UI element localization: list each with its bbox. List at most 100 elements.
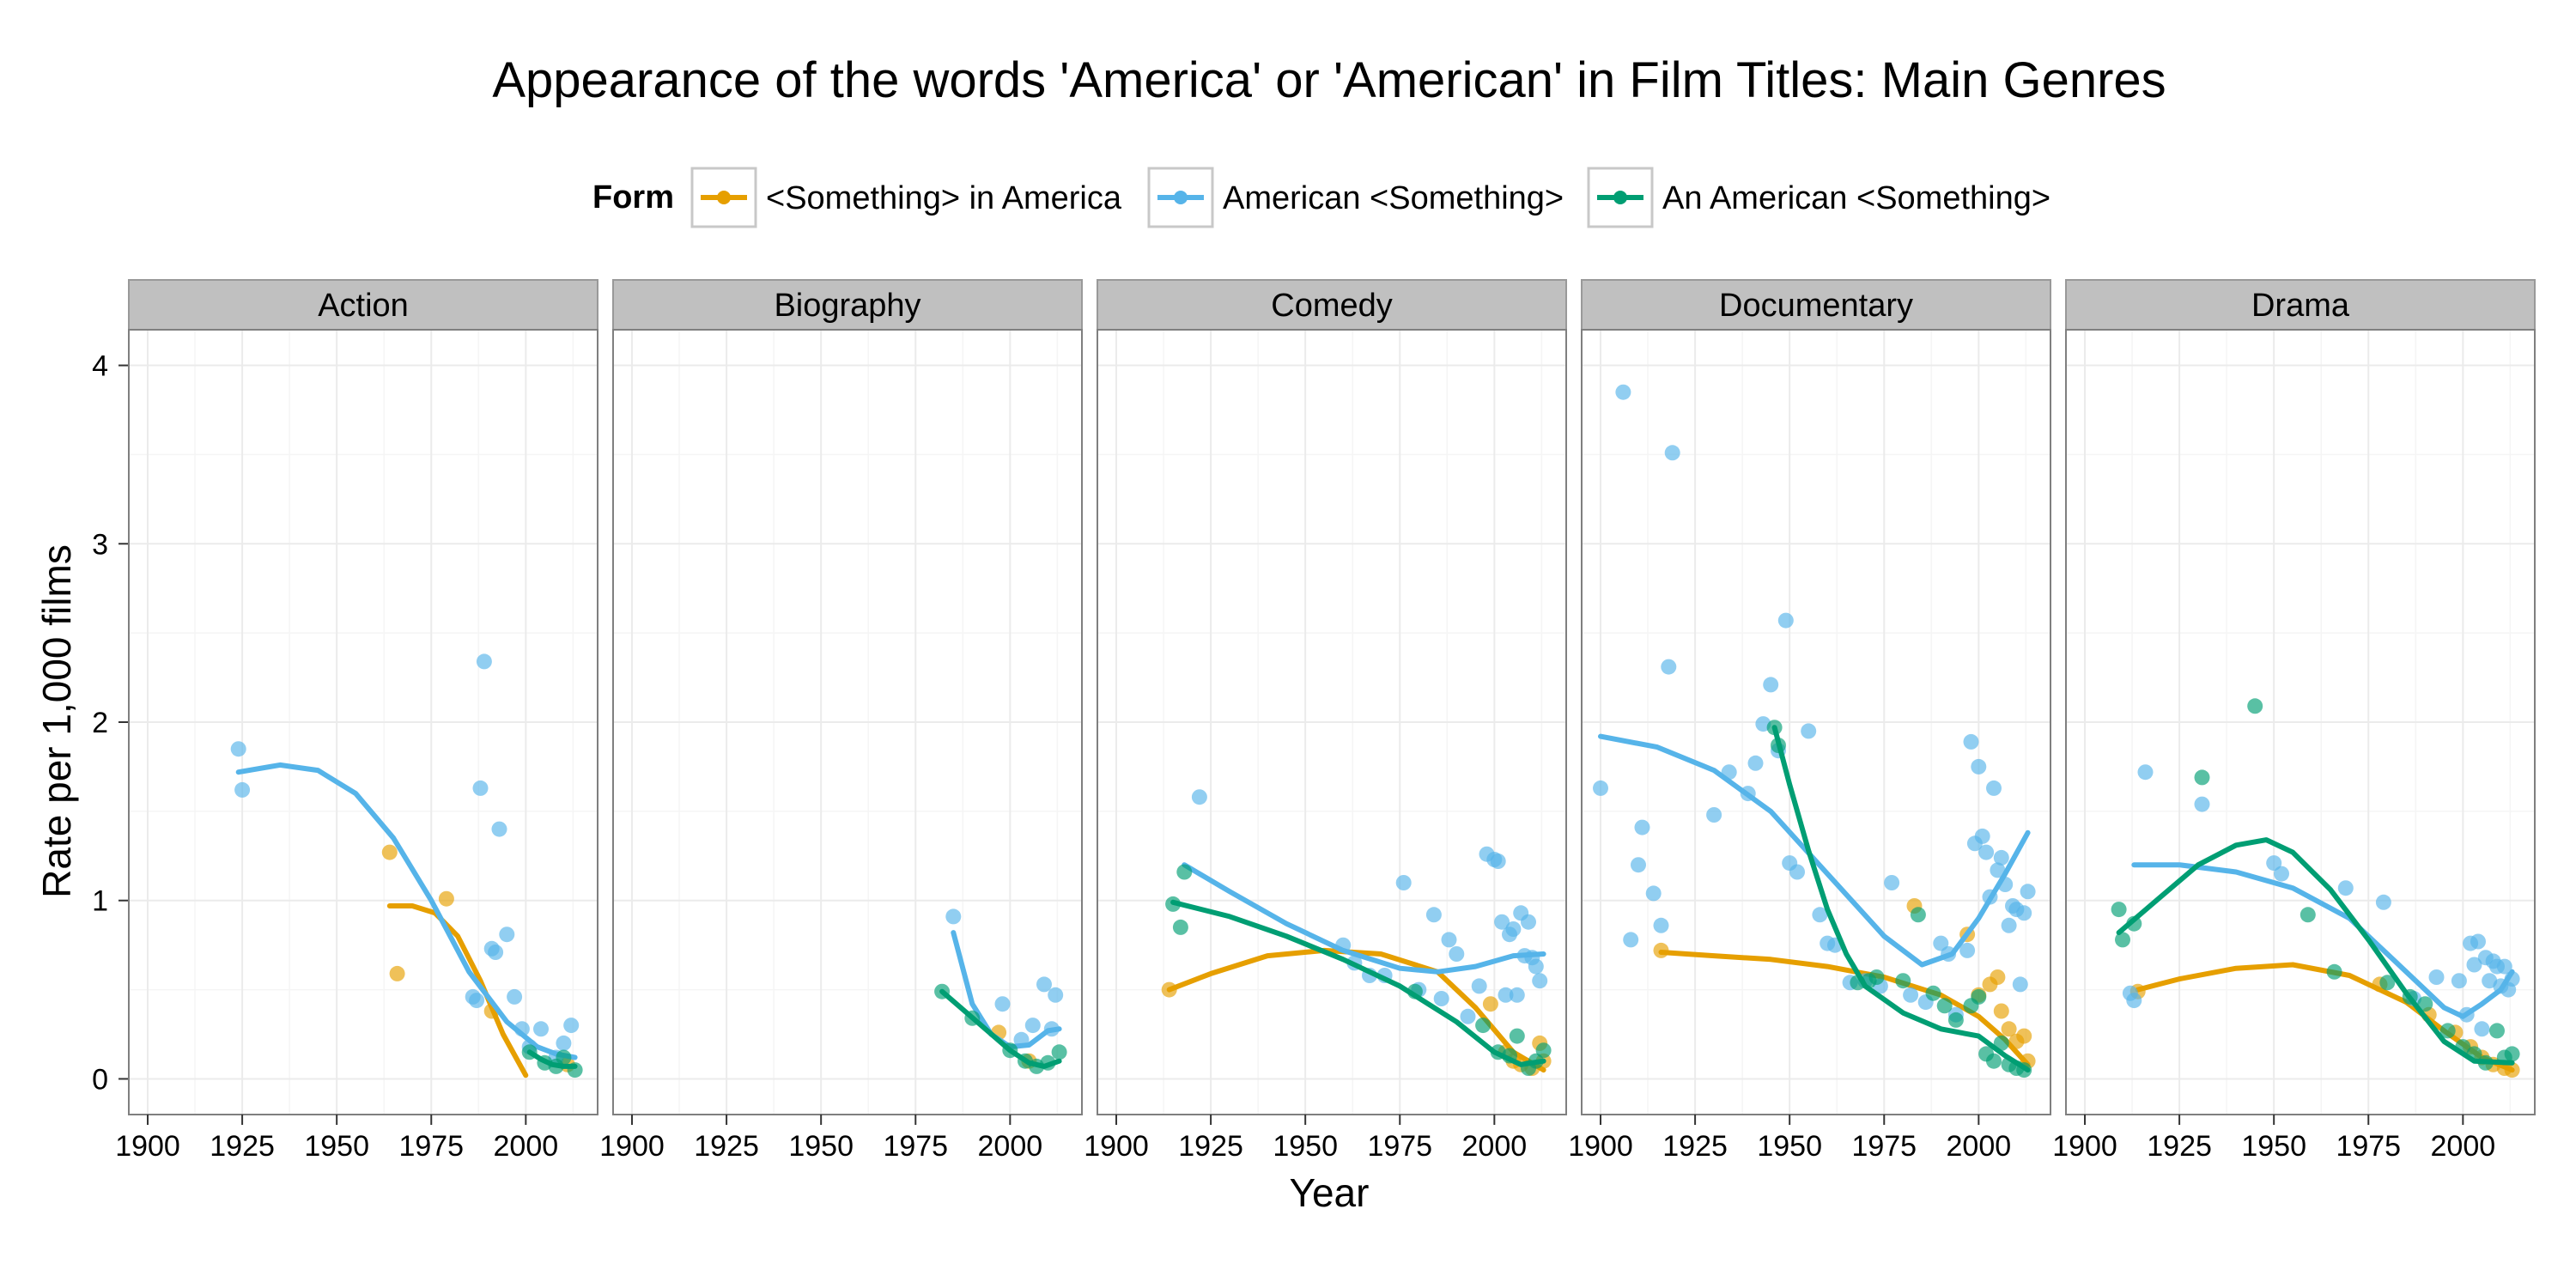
data-point: [1747, 755, 1764, 771]
data-point: [556, 1049, 572, 1066]
data-point: [2020, 884, 2036, 900]
data-point: [2470, 933, 2486, 950]
data-point: [2375, 894, 2391, 910]
data-point: [1509, 987, 1525, 1003]
data-point: [2001, 917, 2017, 933]
data-point: [2402, 988, 2418, 1005]
facet-strip: [128, 279, 598, 331]
legend-label-an-american-something: An American <Something>: [1662, 180, 2050, 216]
data-point: [2266, 855, 2282, 872]
series-american-something: [230, 653, 580, 1066]
data-point: [469, 993, 485, 1009]
series-an-american-something: [1766, 720, 2032, 1078]
data-point: [1645, 885, 1662, 902]
data-point: [1664, 445, 1680, 461]
data-point: [2126, 993, 2142, 1009]
data-point: [2012, 976, 2028, 993]
data-point: [945, 908, 962, 925]
facet-biography: Biography 1900 1925 1950 1975 2000: [599, 279, 1083, 1163]
data-point: [1482, 996, 1498, 1012]
data-point: [1172, 919, 1188, 935]
data-point: [1048, 987, 1064, 1003]
data-point: [1963, 733, 1979, 750]
data-point: [1653, 917, 1669, 933]
data-point: [563, 1018, 580, 1034]
data-point: [1535, 1042, 1552, 1059]
data-point: [2137, 764, 2154, 781]
facet-border: [1097, 329, 1567, 1115]
legend-label-american-something: American <Something>: [1223, 180, 1564, 216]
data-point: [1528, 1053, 1544, 1069]
x-tick-label: 2000: [1947, 1130, 2012, 1163]
facet-comedy: Comedy 1900 1925 1950 1975 2000: [1084, 279, 1567, 1163]
data-point: [1993, 1035, 2009, 1051]
data-point: [2451, 973, 2467, 989]
x-tick-label: 1925: [1662, 1130, 1728, 1163]
legend-entry-an-american-something: An American <Something>: [1587, 167, 2050, 228]
facet-strip-label: Action: [318, 288, 409, 324]
data-point: [994, 996, 1011, 1012]
data-point: [1925, 985, 1941, 1001]
series-an-american-something: [1165, 864, 1552, 1076]
data-point: [521, 1044, 538, 1060]
data-point: [499, 927, 515, 943]
data-point: [1024, 1018, 1041, 1034]
x-tick-label: 1950: [2241, 1130, 2306, 1163]
data-point: [1191, 789, 1207, 805]
data-point: [2417, 996, 2433, 1012]
data-point: [1043, 1021, 1060, 1037]
facet-border: [612, 329, 1083, 1115]
data-point: [1740, 786, 1756, 802]
x-tick-label: 2000: [494, 1130, 559, 1163]
series-something-in-america: [1653, 898, 2036, 1069]
data-point: [533, 1021, 549, 1037]
data-point: [1165, 896, 1182, 912]
data-point: [2300, 907, 2316, 923]
data-point: [2504, 971, 2520, 987]
data-point: [2379, 975, 2396, 991]
data-point: [1868, 969, 1885, 985]
data-point: [1974, 828, 1990, 844]
data-point: [1502, 1048, 1517, 1064]
data-point: [2016, 1028, 2032, 1044]
data-point: [1936, 998, 1953, 1014]
data-point: [2274, 866, 2289, 882]
x-tick-label: 1950: [788, 1130, 854, 1163]
chart-title: Appearance of the words 'America' or 'Am…: [492, 52, 2166, 108]
data-point: [488, 945, 504, 960]
data-point: [1395, 875, 1412, 890]
data-point: [1532, 973, 1548, 989]
x-tick-label: 1925: [210, 1130, 275, 1163]
data-point: [1903, 987, 1919, 1003]
data-point: [1990, 969, 2006, 985]
data-point: [1661, 659, 1677, 675]
legend-entry-american-something: American <Something>: [1147, 167, 1564, 228]
data-point: [1406, 983, 1423, 999]
smooth-line: [1182, 862, 1546, 975]
data-point: [2247, 698, 2263, 714]
data-point: [1997, 877, 2014, 892]
x-tick-label: 1975: [2336, 1130, 2401, 1163]
data-point: [964, 1010, 981, 1026]
data-point: [1505, 921, 1522, 937]
legend-label-something-in-america: <Something> in America: [766, 180, 1122, 216]
facet-strip: [1581, 279, 2051, 331]
data-point: [1789, 864, 1805, 880]
x-tick-label: 1975: [398, 1130, 464, 1163]
data-point: [472, 780, 489, 796]
data-point: [1941, 946, 1957, 962]
legend-entry-something-in-america: <Something> in America: [690, 167, 1122, 228]
data-point: [1653, 942, 1669, 958]
data-point: [2428, 969, 2445, 985]
facet-strip-label: Comedy: [1271, 288, 1393, 324]
data-point: [1766, 720, 1783, 736]
x-tick-label: 1950: [1273, 1130, 1338, 1163]
data-point: [1993, 1003, 2009, 1019]
data-point: [491, 821, 507, 837]
facet-strip: [612, 279, 1083, 331]
data-point: [381, 844, 398, 860]
data-point: [1490, 854, 1506, 869]
data-point: [1771, 738, 1786, 753]
series-american-something: [1593, 384, 2036, 1023]
